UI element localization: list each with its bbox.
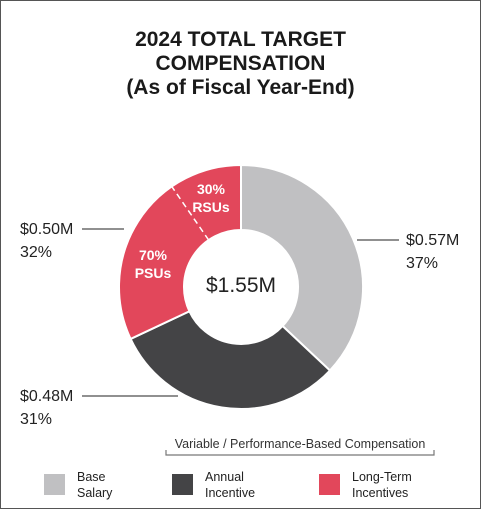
rsu-pct-label: 30% xyxy=(197,181,226,197)
center-total-label: $1.55M xyxy=(206,274,276,297)
slice-long-term-incentives xyxy=(118,163,242,341)
title-line-1: 2024 TOTAL TARGET xyxy=(135,28,346,51)
title-line-2: COMPENSATION xyxy=(155,52,326,75)
legend-label-lti-line1: Long-Term xyxy=(352,470,412,484)
legend-label-annual-line2: Incentive xyxy=(205,486,256,500)
variable-comp-label: Variable / Performance-Based Compensatio… xyxy=(174,437,426,451)
slice-base-salary xyxy=(240,163,364,372)
lti-percent-label: 32% xyxy=(20,244,52,261)
psu-name-label: PSUs xyxy=(135,265,172,281)
base-percent-label: 37% xyxy=(406,255,438,272)
legend-label-base-line2: Salary xyxy=(77,486,113,500)
legend-swatch-base-salary xyxy=(44,474,65,495)
legend-swatch-annual-incentive xyxy=(172,474,193,495)
lti-value-label: $0.50M xyxy=(20,221,73,238)
variable-comp-bracket xyxy=(165,450,435,456)
psu-pct-label: 70% xyxy=(139,247,168,263)
slice-annual-incentive xyxy=(129,309,332,410)
base-value-label: $0.57M xyxy=(406,232,459,249)
donut-slices xyxy=(118,163,364,410)
annual-value-label: $0.48M xyxy=(20,388,73,405)
legend-label-base-line1: Base xyxy=(77,470,106,484)
legend-item-long-term-incentives: Long-Term Incentives xyxy=(319,469,412,501)
chart-title: 2024 TOTAL TARGET COMPENSATION (As of Fi… xyxy=(0,28,481,100)
title-line-3: (As of Fiscal Year-End) xyxy=(126,76,355,99)
rsu-name-label: RSUs xyxy=(192,199,230,215)
legend-label-annual-line1: Annual xyxy=(205,470,244,484)
legend-label-lti-line2: Incentives xyxy=(352,486,409,500)
legend-swatch-long-term-incentives xyxy=(319,474,340,495)
legend-item-annual-incentive: Annual Incentive xyxy=(172,469,255,501)
lti-subsplit-divider xyxy=(171,186,210,241)
legend-item-base-salary: Base Salary xyxy=(44,469,112,501)
annual-percent-label: 31% xyxy=(20,411,52,428)
